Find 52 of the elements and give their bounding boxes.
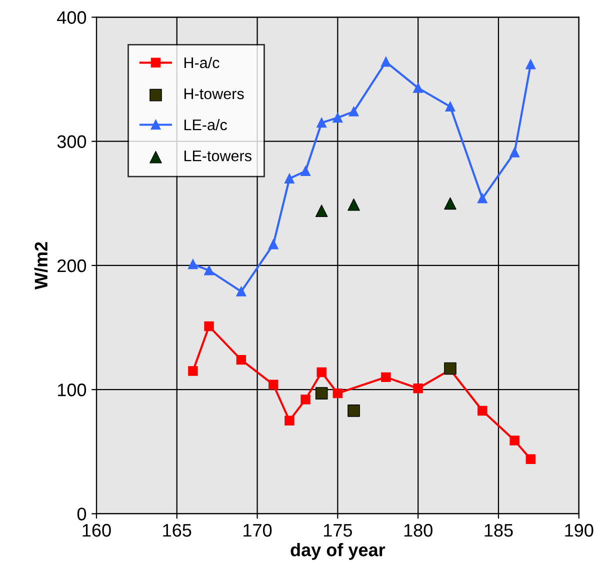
y-axis-title: W/m2 <box>34 242 48 290</box>
x-tick-label: 165 <box>163 524 192 537</box>
point <box>381 57 391 67</box>
point <box>444 197 456 210</box>
point <box>236 286 246 296</box>
point <box>284 416 294 426</box>
point <box>381 372 391 382</box>
point <box>204 321 214 332</box>
y-tick-label: 100 <box>58 384 86 396</box>
point <box>510 148 520 158</box>
point <box>526 60 536 70</box>
legend-label: LE-a/c <box>184 119 227 130</box>
point <box>268 380 278 390</box>
y-tick-label: 400 <box>57 11 86 24</box>
point <box>478 406 488 416</box>
point <box>315 204 328 218</box>
y-tick-label: 200 <box>58 259 86 272</box>
x-tick-label: 175 <box>324 524 352 537</box>
point <box>188 259 198 270</box>
x-tick-label: 190 <box>565 524 594 537</box>
point <box>236 354 246 365</box>
x-tick-label: 160 <box>82 524 111 537</box>
point <box>188 366 198 376</box>
point <box>348 198 360 211</box>
legend-label: H-a/c <box>184 56 220 68</box>
point <box>444 362 456 375</box>
point <box>300 394 310 404</box>
point <box>510 436 520 446</box>
point <box>300 166 310 176</box>
point <box>284 174 294 184</box>
point <box>204 266 214 276</box>
point <box>526 454 536 464</box>
y-tick-label: 300 <box>57 135 86 148</box>
point <box>445 102 456 112</box>
point <box>268 240 278 250</box>
y-tick-label: 0 <box>77 508 86 520</box>
point <box>332 112 343 123</box>
legend-label: H-towers <box>184 88 244 100</box>
point <box>413 384 423 394</box>
point <box>348 106 359 116</box>
point <box>413 83 423 93</box>
point <box>348 404 360 417</box>
point <box>316 367 326 378</box>
point <box>332 388 343 398</box>
x-axis-title: day of year <box>290 543 386 560</box>
x-tick-label: 185 <box>484 524 513 537</box>
point <box>316 118 326 128</box>
x-tick-label: 170 <box>244 524 272 537</box>
point <box>315 387 328 400</box>
point <box>478 194 488 204</box>
x-tick-label: 180 <box>404 524 432 537</box>
legend-label: LE-towers <box>184 150 252 162</box>
